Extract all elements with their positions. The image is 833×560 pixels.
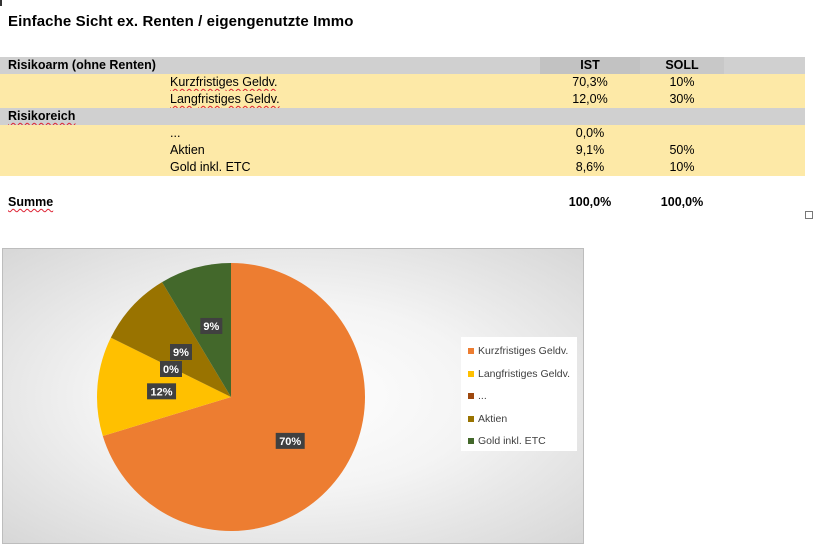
legend-label: Langfristiges Geldv.	[478, 367, 571, 380]
table-row: Kurzfristiges Geldv. 70,3% 10%	[0, 74, 805, 91]
resize-handle[interactable]	[805, 211, 813, 219]
data-label-0: 70%	[275, 432, 305, 449]
sum-label: Summe	[8, 195, 54, 209]
legend-swatch	[468, 348, 474, 354]
chart-legend: Kurzfristiges Geldv. Langfristiges Geldv.…	[461, 337, 577, 451]
data-label-text: 70%	[279, 436, 301, 448]
legend-label: Gold inkl. ETC	[478, 435, 546, 447]
data-label-box	[147, 383, 177, 400]
data-label-box	[170, 344, 192, 360]
legend-swatch	[468, 438, 474, 444]
pie-chart: 70% 12% 0% 9% 9%	[97, 263, 365, 531]
data-label-text: 9%	[173, 347, 189, 359]
data-label-3: 9%	[170, 344, 192, 360]
data-label-text: 12%	[151, 386, 173, 398]
row-label: Langfristiges Geldv.	[170, 92, 280, 106]
page-title: Einfache Sicht ex. Renten / eigengenutzt…	[8, 13, 354, 30]
row-label: ...	[170, 126, 181, 140]
row-label: Aktien	[170, 143, 205, 157]
legend-swatch	[468, 370, 474, 377]
legend-swatch	[468, 415, 474, 422]
row-label: Kurzfristiges Geldv.	[170, 75, 278, 89]
pie-slice-3[interactable]	[110, 282, 231, 397]
table-row: Aktien 9,1% 50%	[0, 142, 805, 159]
data-label-box	[200, 317, 223, 334]
pie-slice-0[interactable]	[102, 263, 365, 531]
table-row: ... 0,0%	[0, 125, 805, 142]
group-label-risikoarm: Risikoarm (ohne Renten)	[8, 58, 156, 72]
pie-slice-4[interactable]	[162, 263, 231, 397]
legend-label: Kurzfristiges Geldv.	[478, 345, 569, 357]
row-soll: 10%	[669, 160, 695, 174]
data-label-1: 12%	[147, 383, 177, 400]
data-label-4: 9%	[200, 317, 223, 334]
sum-soll: 100,0%	[660, 195, 704, 209]
ist-header: IST	[580, 58, 600, 72]
row-label: Gold inkl. ETC	[170, 160, 251, 174]
corner-mark	[0, 0, 2, 6]
row-soll: 50%	[669, 143, 695, 157]
legend-swatch	[468, 393, 474, 399]
table-row: Langfristiges Geldv. 12,0% 30%	[0, 91, 805, 108]
row-soll: 10%	[669, 75, 695, 89]
sum-row: Summe 100,0% 100,0%	[0, 194, 805, 211]
row-ist: 70,3%	[572, 75, 608, 89]
row-soll: 30%	[669, 92, 695, 106]
row-ist: 0,0%	[575, 126, 605, 140]
group-header-row: Risikoreich	[0, 108, 805, 125]
legend-label: Aktien	[478, 412, 508, 425]
data-label-text: 0%	[163, 364, 179, 376]
data-label-text: 9%	[203, 321, 219, 333]
legend-label: ...	[478, 390, 487, 402]
table-row: Gold inkl. ETC 8,6% 10%	[0, 159, 805, 176]
group-label-risikoreich: Risikoreich	[8, 109, 76, 123]
soll-header: SOLL	[665, 58, 699, 72]
row-ist: 9,1%	[575, 143, 605, 157]
pie-chart-area[interactable]: 70% 12% 0% 9% 9% Kurzfristiges Geldv. Langfri…	[2, 248, 584, 544]
row-ist: 12,0%	[572, 92, 608, 106]
data-label-box	[275, 432, 305, 449]
table-header-row: Risikoarm (ohne Renten) IST SOLL	[0, 57, 805, 74]
sum-ist: 100,0%	[568, 195, 612, 209]
data-label-2: 0%	[160, 361, 182, 377]
row-ist: 8,6%	[575, 160, 605, 174]
data-label-box	[160, 361, 182, 377]
